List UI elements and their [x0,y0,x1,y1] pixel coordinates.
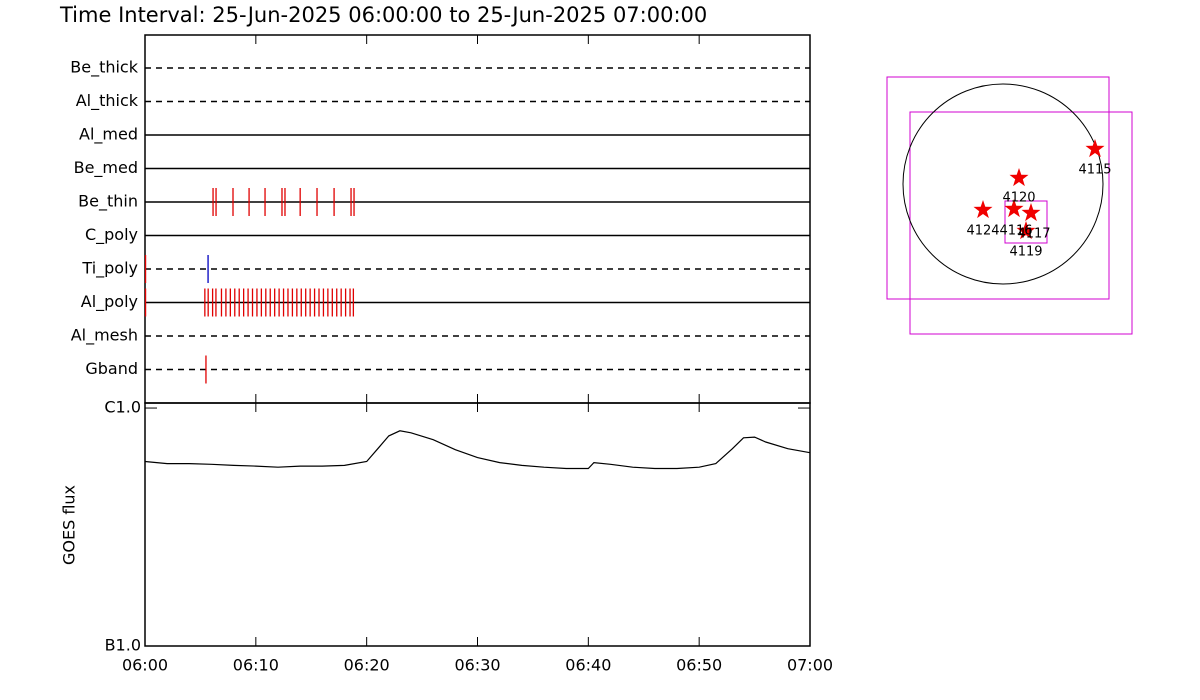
stars [973,139,1105,240]
fov-box [886,76,1110,300]
filter-label: Gband [85,359,138,378]
region-star [1004,199,1024,218]
filter-label: Al_poly [81,292,138,312]
fov-box [1004,200,1048,244]
x-tick-label: 06:20 [344,656,390,675]
plot-frame [144,402,811,647]
solar-limb [902,83,1104,285]
region-star [1085,139,1105,158]
filter-label: Al_thick [76,91,139,111]
filter-label: Ti_poly [81,259,138,279]
y-axis-label: GOES flux [60,485,79,565]
plot-frame [144,34,811,404]
region-star [1009,168,1029,187]
region-label: 4124 [966,224,999,239]
x-tick-label: 06:00 [122,656,168,675]
y-tick-label: B1.0 [105,636,141,655]
y-tick-label: C1.0 [104,398,141,417]
x-tick-label: 06:30 [454,656,500,675]
region-label: 4117 [1017,227,1050,242]
x-tick-label: 06:40 [565,656,611,675]
x-tick-label: 06:50 [676,656,722,675]
region-star [1021,203,1041,222]
x-tick-label: 07:00 [787,656,833,675]
filter-label: Al_mesh [71,326,138,346]
filter-label: Be_thick [70,58,138,78]
region-star [973,200,993,219]
region-label: 4120 [1002,191,1035,206]
region-label: 4115 [1078,163,1111,178]
chart-title: Time Interval: 25-Jun-2025 06:00:00 to 2… [59,3,707,27]
x-tick-label: 06:10 [233,656,279,675]
filter-label: C_poly [85,225,138,245]
region-star [1016,221,1036,240]
context-map: 4115 4120 4124 4116 4117 4119 [886,76,1133,335]
filter-label: Be_med [74,158,138,178]
fov-box [909,111,1133,335]
filter-label: Al_med [79,125,138,145]
region-label: 4119 [1009,245,1042,260]
filter-label: Be_thin [78,192,138,212]
goes-curve [144,430,811,470]
region-label: 4116 [999,224,1032,239]
